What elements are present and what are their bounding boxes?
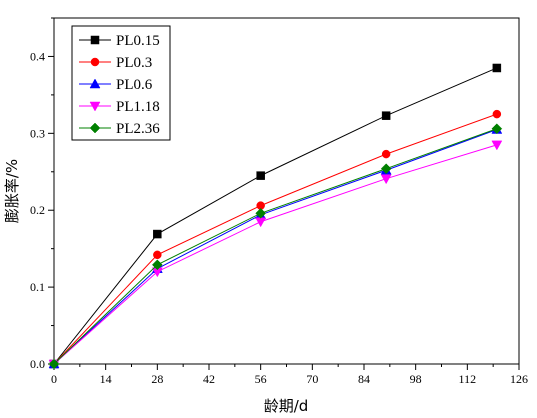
series-PL1.18 (48, 140, 503, 370)
legend-items: PL0.15 PL0.3 PL0.6 PL1.18 PL2.36 (79, 33, 160, 137)
x-tick-label: 42 (203, 372, 215, 386)
data-point (256, 171, 265, 180)
y-tick-label: 0.4 (30, 49, 45, 63)
y-axis-title: 膨胀率/% (3, 159, 21, 223)
data-point (492, 109, 502, 119)
legend-marker (89, 78, 101, 89)
data-point (48, 358, 60, 370)
legend-label: PL0.3 (116, 55, 152, 71)
x-tick-label: 70 (306, 372, 318, 386)
series-PL0.15 (49, 63, 502, 369)
y-axis-ticks: 0.0 0.1 0.2 0.3 0.4 (30, 17, 54, 371)
series-group (48, 63, 503, 370)
x-axis-title: 龄期/d (264, 397, 309, 415)
legend-label: PL2.36 (116, 121, 160, 137)
data-point (380, 174, 392, 185)
data-point (491, 123, 503, 135)
x-tick-label: 84 (358, 372, 370, 386)
data-point (151, 259, 163, 271)
data-point (255, 217, 267, 228)
data-point (492, 63, 502, 73)
y-tick-label: 0.1 (30, 280, 45, 294)
legend-item: PL0.15 (79, 33, 160, 49)
data-point (491, 140, 503, 151)
series-PL2.36 (48, 123, 503, 370)
data-point (153, 250, 162, 260)
x-tick-label: 112 (459, 372, 477, 386)
x-tick-label: 126 (510, 372, 528, 386)
legend-item: PL2.36 (79, 121, 160, 137)
x-tick-label: 28 (151, 372, 163, 386)
series-line (53, 128, 498, 365)
x-tick-label: 98 (410, 372, 422, 386)
series-line (53, 144, 498, 365)
data-point (381, 111, 391, 120)
legend-item: PL1.18 (79, 99, 160, 115)
legend: PL0.15 PL0.3 PL0.6 PL1.18 PL2.36 (71, 25, 171, 141)
legend-label: PL0.15 (116, 33, 160, 49)
legend-marker (90, 35, 100, 45)
series-PL0.6 (48, 123, 503, 369)
legend-marker (90, 57, 100, 67)
legend-item: PL0.3 (79, 55, 152, 71)
legend-box (71, 25, 171, 141)
series-line (53, 113, 498, 365)
legend-marker (89, 101, 101, 112)
x-tick-label: 56 (255, 372, 267, 386)
legend-item: PL0.6 (79, 77, 153, 93)
data-point (380, 163, 392, 175)
y-tick-label: 0.2 (30, 203, 45, 217)
legend-label: PL1.18 (116, 99, 160, 115)
data-point (153, 229, 162, 239)
legend-marker (89, 122, 101, 134)
x-tick-label: 14 (100, 372, 112, 386)
x-tick-label: 0 (51, 372, 57, 386)
y-tick-label: 0.0 (30, 357, 45, 371)
legend-label: PL0.6 (116, 77, 153, 93)
data-point (255, 207, 267, 219)
data-point (381, 149, 391, 159)
series-PL0.3 (49, 109, 502, 369)
x-axis-ticks: 0 14 28 42 56 70 84 98 112 126 (51, 364, 528, 386)
y-tick-label: 0.3 (30, 126, 45, 140)
